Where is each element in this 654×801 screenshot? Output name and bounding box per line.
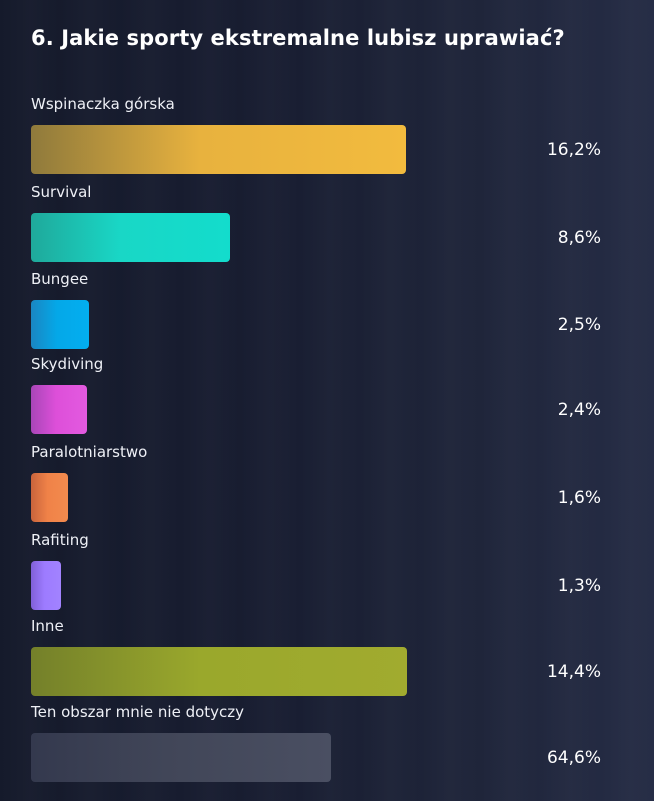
value-label: 2,4% [557,400,601,420]
bar-row: Paralotniarstwo 1,6% [0,443,654,527]
bar [31,385,87,434]
value-label: 14,4% [546,662,601,682]
category-label: Inne [31,617,64,635]
chart-title: 6. Jakie sporty ekstremalne lubisz upraw… [31,26,565,50]
category-label: Survival [31,183,92,201]
category-label: Wspinaczka górska [31,95,175,113]
category-label: Paralotniarstwo [31,443,148,461]
bar [31,300,89,349]
value-label: 1,6% [557,488,601,508]
bar-row: Survival 8,6% [0,183,654,267]
bar-row: Skydiving 2,4% [0,355,654,439]
bar [31,733,331,782]
category-label: Ten obszar mnie nie dotyczy [31,703,245,721]
bar-row: Wspinaczka górska 16,2% [0,95,654,179]
value-label: 1,3% [557,576,601,596]
bar-row: Inne 14,4% [0,617,654,701]
value-label: 8,6% [557,228,601,248]
bar [31,473,69,522]
bar [31,125,407,174]
bar [31,647,407,696]
bar-row: Bungee 2,5% [0,270,654,354]
bar-row: Ten obszar mnie nie dotyczy 64,6% [0,703,654,787]
bar-row: Rafiting 1,3% [0,531,654,615]
value-label: 2,5% [557,315,601,335]
value-label: 64,6% [546,748,601,768]
bar [31,561,62,610]
bar [31,213,231,262]
category-label: Rafiting [31,531,89,549]
category-label: Bungee [31,270,89,288]
category-label: Skydiving [31,355,104,373]
value-label: 16,2% [546,140,601,160]
